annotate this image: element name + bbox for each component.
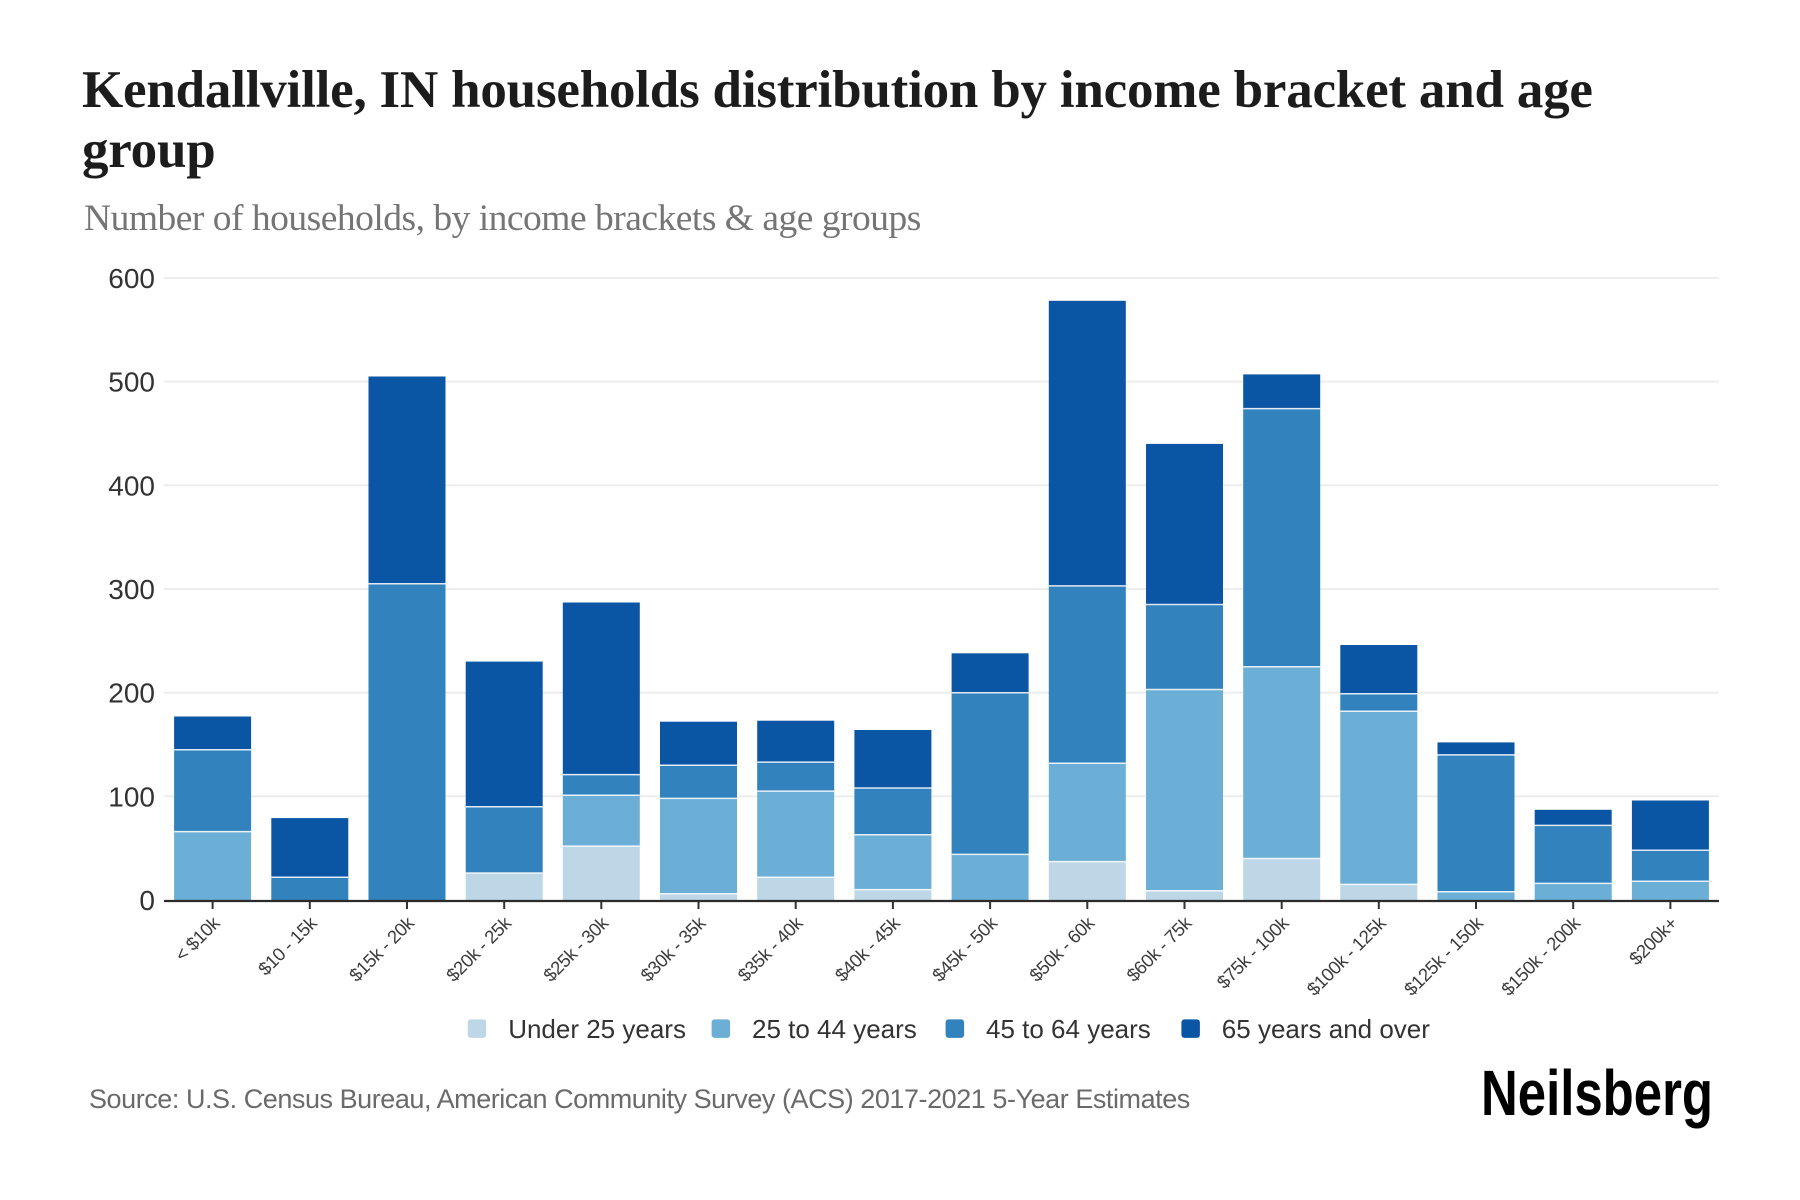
svg-text:Under 25 years: Under 25 years xyxy=(508,1014,686,1044)
svg-text:$75k - 100k: $75k - 100k xyxy=(1212,912,1293,993)
svg-text:500: 500 xyxy=(108,367,155,398)
svg-text:$10 - 15k: $10 - 15k xyxy=(254,912,322,980)
svg-text:45 to 64 years: 45 to 64 years xyxy=(986,1014,1151,1044)
svg-text:$100k - 125k: $100k - 125k xyxy=(1303,912,1391,1000)
svg-text:200: 200 xyxy=(108,678,155,709)
svg-text:$200k+: $200k+ xyxy=(1625,912,1681,968)
svg-text:$150k - 200k: $150k - 200k xyxy=(1497,912,1585,1000)
svg-text:$45k - 50k: $45k - 50k xyxy=(928,912,1002,986)
svg-text:$15k - 20k: $15k - 20k xyxy=(345,912,419,986)
svg-text:$50k - 60k: $50k - 60k xyxy=(1025,912,1099,986)
svg-text:< $10k: < $10k xyxy=(171,912,225,966)
svg-text:100: 100 xyxy=(108,781,155,812)
svg-text:0: 0 xyxy=(139,885,155,916)
svg-text:300: 300 xyxy=(108,574,155,605)
svg-text:$35k - 40k: $35k - 40k xyxy=(733,912,807,986)
svg-text:$30k - 35k: $30k - 35k xyxy=(636,912,710,986)
svg-text:$125k - 150k: $125k - 150k xyxy=(1400,912,1488,1000)
svg-text:600: 600 xyxy=(108,263,155,294)
svg-text:25 to 44 years: 25 to 44 years xyxy=(752,1014,917,1044)
svg-text:$25k - 30k: $25k - 30k xyxy=(539,912,613,986)
svg-text:$20k - 25k: $20k - 25k xyxy=(442,912,516,986)
svg-text:400: 400 xyxy=(108,470,155,501)
svg-text:$40k - 45k: $40k - 45k xyxy=(831,912,905,986)
svg-text:Source: U.S. Census Bureau, Am: Source: U.S. Census Bureau, American Com… xyxy=(89,1084,1190,1114)
svg-text:65 years and over: 65 years and over xyxy=(1222,1014,1430,1044)
svg-text:Neilsberg: Neilsberg xyxy=(1481,1057,1713,1129)
svg-text:$60k - 75k: $60k - 75k xyxy=(1122,912,1196,986)
